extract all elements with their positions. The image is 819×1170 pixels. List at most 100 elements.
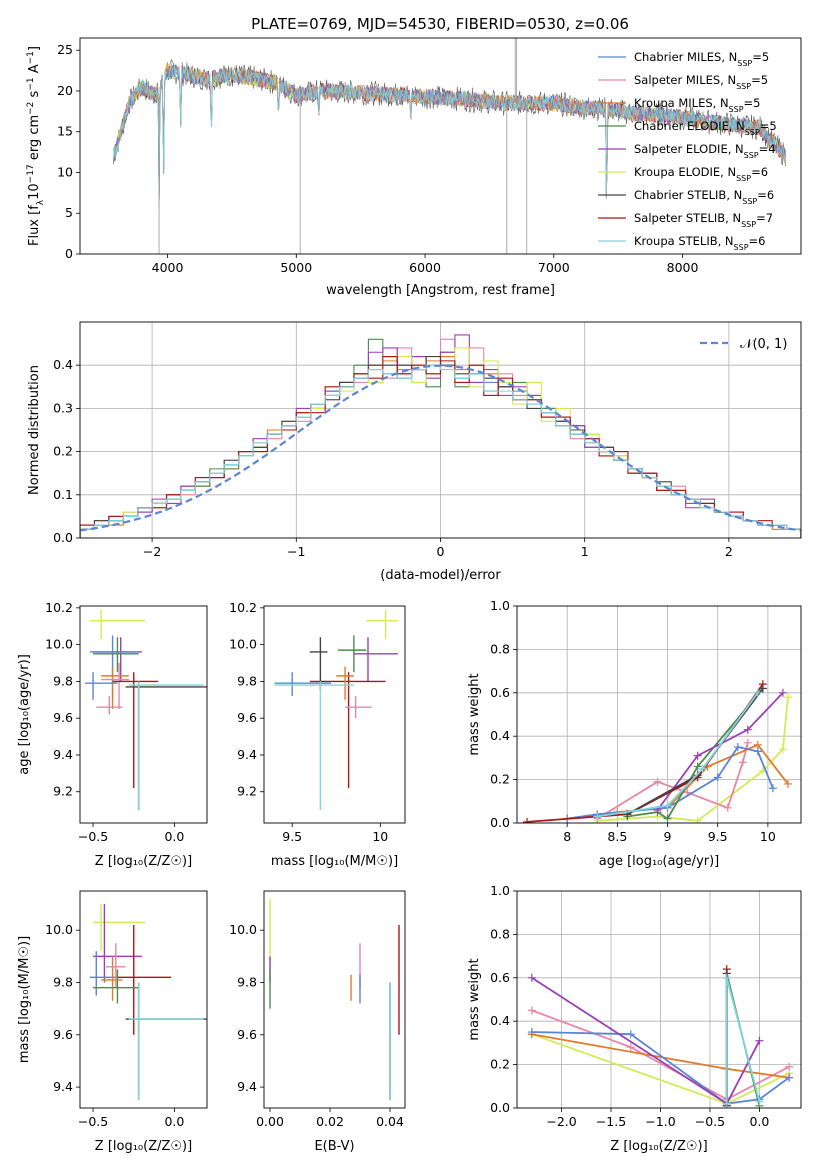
legend-label-salp_stelib: Salpeter STELIB, NSSP=7 xyxy=(634,211,773,229)
y-tick-label: 0.2 xyxy=(490,1057,510,1072)
legend-sub: SSP xyxy=(744,151,759,160)
x-tick-label: −2 xyxy=(143,544,161,559)
y-axis-label: mass weight xyxy=(467,958,482,1040)
legend-sub: SSP xyxy=(741,220,756,229)
legend-value: =5 xyxy=(744,96,761,110)
panel-mass_vs_Z: −0.5 0.0 9.4 9.6 9.8 10.0 Z [log₁₀(Z/Z☉)] mass … xyxy=(17,890,208,1154)
y-tick-label: 9.6 xyxy=(237,1027,257,1042)
marker-chab_miles xyxy=(785,1073,794,1082)
marker-salp_miles xyxy=(723,803,732,812)
legend-value: =5 xyxy=(760,119,777,133)
marker-krou_stelib xyxy=(722,973,731,982)
y-tick-label: 0.4 xyxy=(490,728,510,743)
legend-text: Salpeter STELIB, N xyxy=(634,211,741,225)
marker-salp_miles xyxy=(527,1006,536,1015)
y-tick-label: 1.0 xyxy=(490,883,510,898)
legend-text: Salpeter ELODIE, N xyxy=(634,142,744,156)
legend-label-chab_stelib: Chabrier STELIB, NSSP=6 xyxy=(634,188,774,206)
x-axis-label: Z [log₁₀(Z/Z☉)] xyxy=(610,1139,707,1154)
x-axis-label: (data-model)/error xyxy=(380,568,501,583)
y-tick-label: 10.0 xyxy=(45,922,73,937)
panel-spectrum: 4000 5000 6000 7000 8000 0 5 10 15 20 25 wavelength… xyxy=(26,37,802,298)
legend-text: Chabrier STELIB, N xyxy=(634,188,742,202)
panel-age_vs_mass: 9.5 10 9.2 9.4 9.6 9.8 10.0 10.2 mass [log₁₀(M/M… xyxy=(229,600,406,869)
x-tick-label: −1.5 xyxy=(596,1114,626,1129)
marker-salp_miles xyxy=(653,777,662,786)
figure-title: PLATE=0769, MJD=54530, FIBERID=0530, z=0… xyxy=(251,15,629,33)
y-tick-label: 9.4 xyxy=(237,747,257,762)
marker-krou_stelib xyxy=(755,1097,764,1106)
x-tick-label: 1 xyxy=(581,544,589,559)
x-tick-label: −1 xyxy=(287,544,305,559)
y-tick-label: 0 xyxy=(65,246,73,261)
x-axis-label: age [log₁₀(age/yr)] xyxy=(599,854,720,869)
panel-age_vs_Z: −0.5 0.0 9.2 9.4 9.6 9.8 10.0 10.2 Z [log₁₀(Z/Z☉… xyxy=(17,600,208,869)
x-axis-label: Z [log₁₀(Z/Z☉)] xyxy=(95,854,192,869)
marker-chab_miles xyxy=(753,747,762,756)
y-tick-label: 0.2 xyxy=(53,444,73,459)
legend-label-krou_stelib: Kroupa STELIB, NSSP=6 xyxy=(634,234,765,252)
x-tick-label: 9.5 xyxy=(282,829,302,844)
marker-chab_elodie xyxy=(693,762,702,771)
x-axis-label: Z [log₁₀(Z/Z☉)] xyxy=(95,1139,192,1154)
legend-sub: SSP xyxy=(734,243,749,252)
legend-value: =6 xyxy=(751,165,768,179)
y-axis-label: age [log₁₀(age/yr)] xyxy=(17,654,32,775)
y-axis-label-part: −1 xyxy=(26,51,36,64)
legend-label-chab_elodie: Chabrier ELODIE, NSSP=5 xyxy=(634,119,777,137)
legend-sub: SSP xyxy=(742,197,757,206)
spectrum-line-krou_stelib xyxy=(113,63,786,209)
series-line-krou_stelib xyxy=(597,692,759,818)
x-tick-label: 0.0 xyxy=(749,1114,769,1129)
marker-salp_elodie xyxy=(527,973,536,982)
plot-area xyxy=(84,609,207,811)
y-tick-label: 20 xyxy=(57,83,73,98)
legend-text: Chabrier MILES, N xyxy=(634,50,737,64)
y-tick-label: 9.4 xyxy=(53,747,73,762)
x-tick-label: −1.0 xyxy=(645,1114,675,1129)
marker-chab_miles xyxy=(713,773,722,782)
y-axis-label-part: λ xyxy=(36,199,46,205)
y-tick-label: 5 xyxy=(65,205,73,220)
y-tick-label: 10.0 xyxy=(229,922,257,937)
y-axis-label-part: −17 xyxy=(26,164,36,183)
x-tick-label: 10 xyxy=(760,829,776,844)
legend-text: Kroupa STELIB, N xyxy=(634,234,734,248)
plot-area xyxy=(80,322,801,538)
y-tick-label: 0.0 xyxy=(53,530,73,545)
histogram-salp_stelib xyxy=(80,356,801,538)
y-axis-label-part: erg cm xyxy=(27,115,42,164)
axes-frame xyxy=(516,605,802,824)
marker-krou_stelib xyxy=(593,812,602,821)
marker-chab_miles xyxy=(768,784,777,793)
y-tick-label: 10.2 xyxy=(229,600,257,615)
marker-salp_stelib xyxy=(523,817,532,823)
legend-sub: SSP xyxy=(736,82,751,91)
x-tick-label: 6000 xyxy=(409,260,441,275)
legend-sub: SSP xyxy=(736,174,751,183)
legend-label-chab_miles: Chabrier MILES, NSSP=5 xyxy=(634,50,769,68)
y-tick-label: 9.2 xyxy=(237,784,257,799)
marker-krou_stelib xyxy=(722,1099,731,1108)
y-tick-label: 0.8 xyxy=(490,926,510,941)
marker-chab_stelib xyxy=(758,684,767,693)
plot-area xyxy=(517,891,801,1108)
x-tick-label: 0.0 xyxy=(164,829,184,844)
legend-text: Kroupa MILES, N xyxy=(634,96,729,110)
x-axis-label: mass [log₁₀(M/M☉)] xyxy=(271,854,398,869)
marker-krou_stelib xyxy=(753,688,762,697)
x-axis-label: wavelength [Angstrom, rest frame] xyxy=(326,283,555,298)
plot-area xyxy=(113,38,786,254)
marker-salp_miles xyxy=(743,738,752,747)
x-tick-label: 2 xyxy=(725,544,733,559)
axes-frame xyxy=(79,37,802,255)
legend-value: =6 xyxy=(757,188,774,202)
axes-frame xyxy=(263,605,406,824)
x-tick-label: 10 xyxy=(372,829,388,844)
y-tick-label: 1.0 xyxy=(490,598,510,613)
y-axis-label: mass weight xyxy=(467,673,482,755)
marker-salp_miles xyxy=(626,1043,635,1052)
series-line-salp_elodie xyxy=(656,692,784,811)
y-tick-label: 9.8 xyxy=(53,673,73,688)
